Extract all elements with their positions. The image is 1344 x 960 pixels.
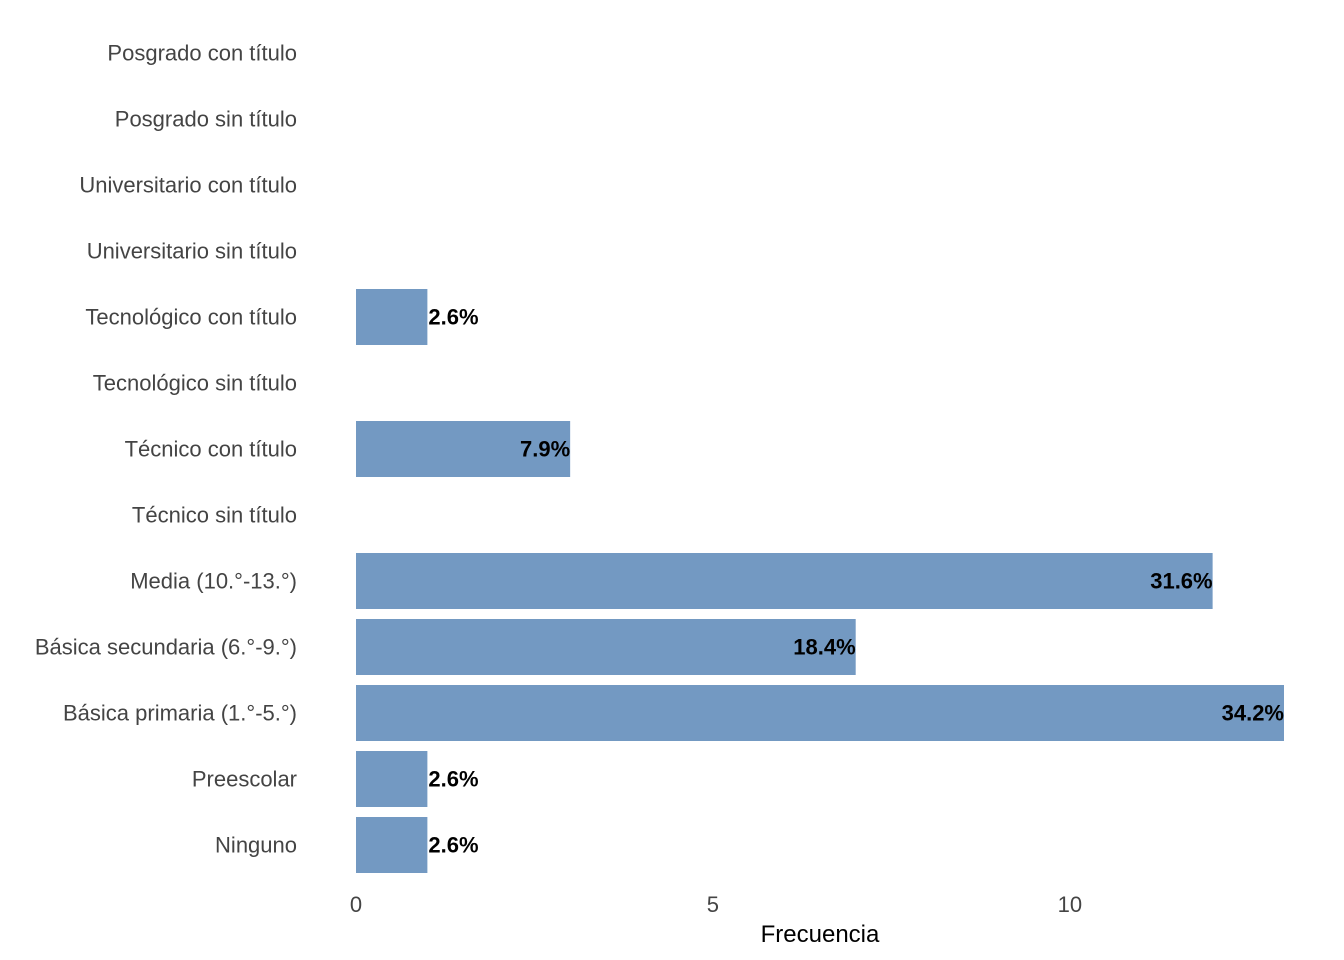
category-label-universitario-con-titulo: Universitario con título bbox=[79, 173, 297, 198]
category-labels: Ninguno Preescolar Básica primaria (1.°-5.… bbox=[35, 41, 297, 858]
category-label-tecnico-con-titulo: Técnico con título bbox=[125, 437, 297, 462]
bars-group bbox=[356, 289, 1284, 873]
category-label-ninguno: Ninguno bbox=[215, 833, 297, 858]
category-label-universitario-sin-titulo: Universitario sin título bbox=[87, 239, 297, 264]
data-label-tecnologico-con-titulo: 2.6% bbox=[428, 305, 478, 330]
bar-basica-primaria-1-5 bbox=[356, 685, 1284, 741]
data-label-media-10-13: 31.6% bbox=[1150, 569, 1212, 594]
category-label-posgrado-sin-titulo: Posgrado sin título bbox=[115, 107, 297, 132]
category-label-preescolar: Preescolar bbox=[192, 767, 297, 792]
category-label-tecnico-sin-titulo: Técnico sin título bbox=[132, 503, 297, 528]
bar-tecnologico-con-titulo bbox=[356, 289, 428, 345]
data-label-basica-secundaria-6-9: 18.4% bbox=[793, 635, 855, 660]
bar-tecnico-con-titulo bbox=[356, 421, 571, 477]
category-label-tecnologico-con-titulo: Tecnológico con título bbox=[85, 305, 297, 330]
data-label-ninguno: 2.6% bbox=[428, 833, 478, 858]
category-label-tecnologico-sin-titulo: Tecnológico sin título bbox=[93, 371, 297, 396]
x-tick-0: 0 bbox=[350, 892, 362, 917]
bar-media-10-13 bbox=[356, 553, 1213, 609]
bar-basica-secundaria-6-9 bbox=[356, 619, 856, 675]
x-tick-10: 10 bbox=[1058, 892, 1082, 917]
category-label-basica-primaria-1-5: Básica primaria (1.°-5.°) bbox=[63, 701, 297, 726]
bar-preescolar bbox=[356, 751, 428, 807]
category-label-posgrado-con-titulo: Posgrado con título bbox=[107, 41, 297, 66]
bar-ninguno bbox=[356, 817, 428, 873]
x-tick-5: 5 bbox=[707, 892, 719, 917]
category-label-media-10-13: Media (10.°-13.°) bbox=[130, 569, 297, 594]
category-label-basica-secundaria-6-9: Básica secundaria (6.°-9.°) bbox=[35, 635, 297, 660]
x-axis-title: Frecuencia bbox=[761, 921, 880, 948]
data-label-basica-primaria-1-5: 34.2% bbox=[1222, 701, 1284, 726]
data-labels: 2.6% 2.6% 34.2% 18.4% 31.6% 7.9% 2.6% bbox=[428, 305, 1284, 858]
data-label-preescolar: 2.6% bbox=[428, 767, 478, 792]
data-label-tecnico-con-titulo: 7.9% bbox=[520, 437, 570, 462]
x-tick-labels: 0 5 10 bbox=[350, 892, 1082, 917]
